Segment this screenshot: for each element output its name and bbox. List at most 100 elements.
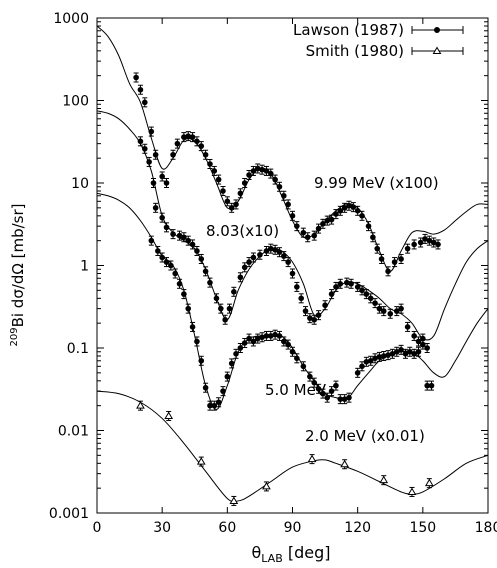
data-point xyxy=(422,236,428,242)
fit-curves-layer xyxy=(96,25,489,503)
data-point xyxy=(237,345,244,351)
data-point xyxy=(211,168,218,174)
data-point xyxy=(185,133,192,139)
data-point xyxy=(250,168,257,174)
data-point xyxy=(146,159,152,165)
data-point xyxy=(281,338,287,345)
data-point xyxy=(302,308,309,314)
data-point xyxy=(224,373,231,380)
data-point xyxy=(333,211,339,217)
data-point xyxy=(229,496,239,504)
data-point xyxy=(324,394,331,401)
x-tick-label: 150 xyxy=(409,520,436,536)
data-point xyxy=(202,268,209,275)
data-point xyxy=(385,352,391,358)
legend-marker-lawson xyxy=(434,27,440,33)
data-point xyxy=(185,305,192,312)
data-point xyxy=(315,225,322,232)
data-point xyxy=(181,234,187,241)
data-point xyxy=(174,140,181,147)
data-point xyxy=(170,231,176,237)
data-point xyxy=(148,128,155,135)
data-point xyxy=(259,166,265,173)
y-axis-label-main: Bi dσ/dΩ [mb/sr] xyxy=(9,203,27,327)
ticks-layer: 0 30 60 90 120 150 180 0.001 0.01 0.1 1 10 100 1000 xyxy=(49,11,497,536)
data-point xyxy=(176,232,183,239)
data-point xyxy=(415,338,422,345)
data-point xyxy=(315,386,322,392)
data-point xyxy=(272,331,278,338)
annotation-5-0-mev: 5.0 MeV xyxy=(265,381,327,399)
data-point xyxy=(241,180,248,186)
data-point xyxy=(341,396,348,402)
data-point xyxy=(159,254,165,261)
data-point xyxy=(272,246,278,253)
plot-frame-layer xyxy=(96,17,489,514)
data-point xyxy=(337,396,344,402)
data-point xyxy=(152,205,159,211)
data-point xyxy=(376,305,383,312)
x-axis-label-sub: LAB xyxy=(261,552,282,565)
data-point xyxy=(307,454,317,463)
data-point xyxy=(393,308,400,314)
data-point xyxy=(198,357,205,364)
data-point xyxy=(241,340,248,346)
data-point xyxy=(385,268,391,275)
data-point xyxy=(380,308,387,314)
data-point xyxy=(141,99,148,106)
data-point xyxy=(168,262,174,269)
y-axis-label-sup: 209 xyxy=(9,327,20,346)
data-point xyxy=(289,270,296,277)
data-point xyxy=(289,348,296,355)
data-point xyxy=(294,355,300,362)
data-point xyxy=(181,291,187,297)
data-point xyxy=(170,151,176,158)
data-point xyxy=(207,402,213,409)
data-point xyxy=(289,213,296,219)
x-axis-label: θLAB [deg] xyxy=(252,543,331,565)
data-point xyxy=(417,239,424,246)
data-point xyxy=(300,363,307,370)
data-point xyxy=(215,399,222,406)
data-point xyxy=(237,190,244,197)
data-point xyxy=(218,305,224,312)
data-point xyxy=(379,475,389,484)
data-point xyxy=(407,487,417,495)
data-point xyxy=(155,248,161,254)
data-point xyxy=(163,180,170,186)
plot-frame xyxy=(96,17,489,514)
data-point xyxy=(320,390,326,397)
y-tick-label: 0.1 xyxy=(67,341,89,357)
data-point xyxy=(211,402,218,409)
data-point xyxy=(250,338,257,345)
legend-marker-smith xyxy=(432,46,442,54)
data-point xyxy=(307,315,313,321)
data-point xyxy=(263,248,270,254)
data-point xyxy=(226,305,233,312)
data-point xyxy=(354,208,361,214)
data-point xyxy=(300,229,307,236)
y-tick-label: 1000 xyxy=(53,11,89,27)
data-point xyxy=(367,295,374,302)
x-tick-label: 120 xyxy=(344,520,371,536)
data-point xyxy=(404,324,411,330)
data-point xyxy=(374,245,381,252)
data-point xyxy=(231,288,237,295)
data-points-layer xyxy=(133,72,441,506)
data-point xyxy=(207,279,213,286)
data-point xyxy=(402,351,409,357)
data-point xyxy=(163,259,170,265)
data-point xyxy=(348,281,354,287)
data-point xyxy=(276,333,283,339)
fit-curve xyxy=(96,192,489,410)
data-point xyxy=(198,143,205,149)
data-point xyxy=(267,245,274,252)
y-tick-label: 0.001 xyxy=(49,506,89,522)
data-point xyxy=(133,74,139,81)
data-point xyxy=(380,353,387,359)
data-point xyxy=(311,379,318,386)
data-point xyxy=(298,295,304,302)
data-point xyxy=(294,223,300,229)
data-point xyxy=(376,354,383,360)
fit-curve xyxy=(96,25,489,272)
